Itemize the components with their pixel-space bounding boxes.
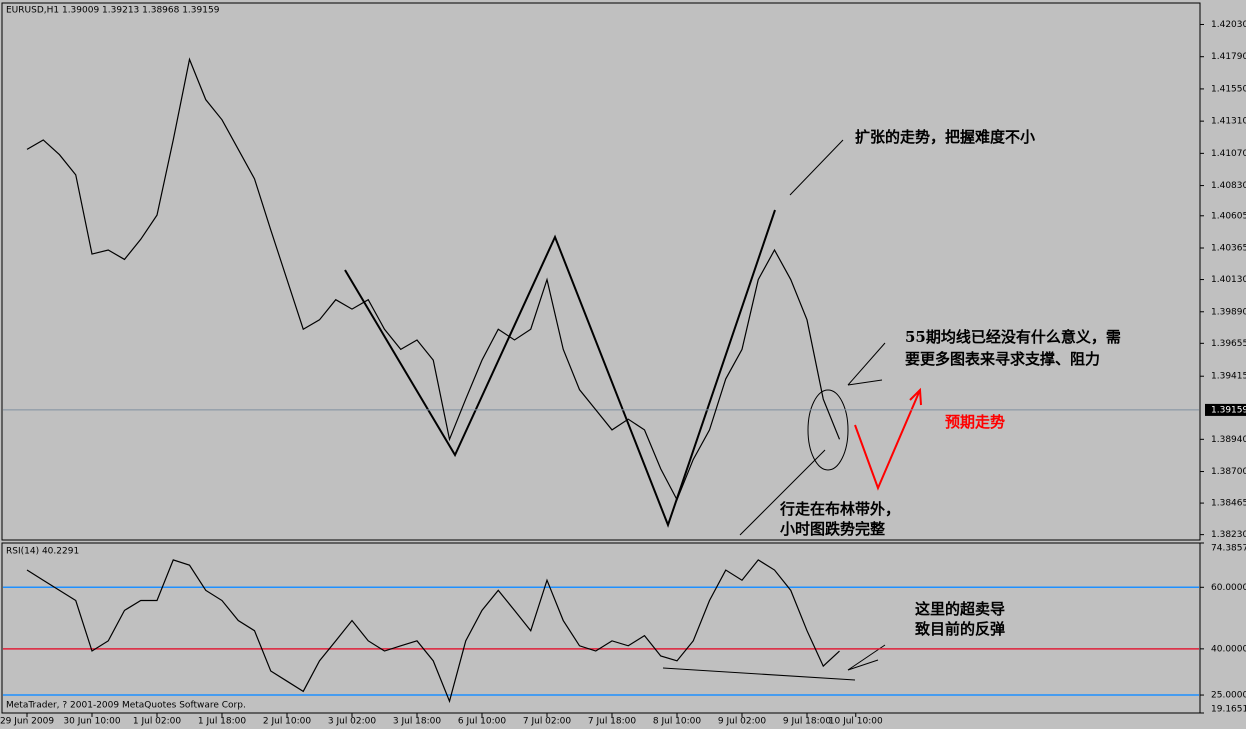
- y-tick-label: 60.0000: [1211, 583, 1246, 593]
- pointer: [789, 139, 844, 196]
- x-tick-label: 30 Jun 10:00: [63, 717, 120, 727]
- annotation: 行走在布林带外，: [779, 500, 900, 518]
- rsi-panel: [1, 542, 1201, 714]
- annotation: 小时图跌势完整: [780, 520, 885, 538]
- expected-arrow: [854, 389, 921, 491]
- annotation: 预期走势: [945, 413, 1005, 431]
- y-tick-label: 1.39890: [1211, 307, 1246, 317]
- y-tick-label: 1.38940: [1211, 435, 1246, 445]
- y-tick-label: 1.39415: [1211, 372, 1246, 382]
- pointer: [847, 342, 886, 386]
- x-tick-label: 7 Jul 02:00: [523, 717, 572, 727]
- x-tick-label: 3 Jul 02:00: [328, 717, 377, 727]
- y-tick-label: 1.40605: [1211, 211, 1246, 221]
- annotation: 致目前的反弹: [915, 620, 1005, 638]
- series-line: [26, 559, 840, 704]
- pointer: [847, 379, 883, 386]
- last-price-label: 1.39159: [1211, 405, 1246, 415]
- annotation: 扩张的走势，把握难度不小: [855, 128, 1035, 146]
- x-tick-label: 9 Jul 18:00: [783, 717, 832, 727]
- x-tick-label: 29 Jun 2009: [0, 717, 54, 727]
- y-tick-label: 1.38700: [1211, 467, 1246, 477]
- series-line: [26, 57, 841, 502]
- y-tick-label: 74.3857: [1211, 544, 1246, 554]
- x-tick-label: 2 Jul 10:00: [263, 717, 312, 727]
- y-tick-label: 25.0000: [1211, 691, 1246, 701]
- y-tick-label: 1.40130: [1211, 275, 1246, 285]
- divergence-line: [662, 667, 856, 681]
- y-tick-label: 1.41790: [1211, 52, 1246, 62]
- y-tick-label: 1.42030: [1211, 20, 1246, 30]
- last-price-box: [1205, 403, 1246, 416]
- y-tick-label: 1.41070: [1211, 149, 1246, 159]
- zigzag: [344, 209, 776, 528]
- pointer: [847, 659, 879, 671]
- x-tick-label: 1 Jul 18:00: [198, 717, 247, 727]
- annotation: 55期均线已经没有什么意义，需: [905, 328, 1121, 346]
- x-tick-label: 9 Jul 02:00: [718, 717, 767, 727]
- y-tick-label: 40.0000: [1211, 644, 1246, 654]
- pointer: [739, 449, 826, 536]
- annotation: 这里的超卖导: [915, 600, 1005, 618]
- y-tick-label: 1.39655: [1211, 339, 1246, 349]
- annotation: 要更多图表来寻求支撑、阻力: [905, 350, 1100, 368]
- x-tick-label: 6 Jul 10:00: [458, 717, 507, 727]
- y-tick-label: 1.38230: [1211, 530, 1246, 540]
- y-tick-label: 19.1651: [1211, 705, 1246, 715]
- x-tick-label: 3 Jul 18:00: [393, 717, 442, 727]
- y-tick-label: 1.38465: [1211, 499, 1246, 509]
- y-tick-label: 1.40365: [1211, 244, 1246, 254]
- chart-title: EURUSD,H1 1.39009 1.39213 1.38968 1.3915…: [6, 6, 220, 16]
- footer: MetaTrader, ? 2001-2009 MetaQuotes Softw…: [6, 701, 246, 711]
- rsi-title: RSI(14) 40.2291: [6, 547, 79, 557]
- y-tick-label: 1.41310: [1211, 117, 1246, 127]
- y-tick-label: 1.41550: [1211, 84, 1246, 94]
- price-panel: [1, 2, 1201, 541]
- arrow-head: [909, 387, 922, 406]
- x-tick-label: 10 Jul 10:00: [829, 717, 883, 727]
- x-tick-label: 7 Jul 18:00: [588, 717, 637, 727]
- circle-mark: [807, 389, 849, 471]
- x-tick-label: 1 Jul 02:00: [133, 717, 182, 727]
- y-tick-label: 1.40830: [1211, 181, 1246, 191]
- x-tick-label: 8 Jul 10:00: [653, 717, 702, 727]
